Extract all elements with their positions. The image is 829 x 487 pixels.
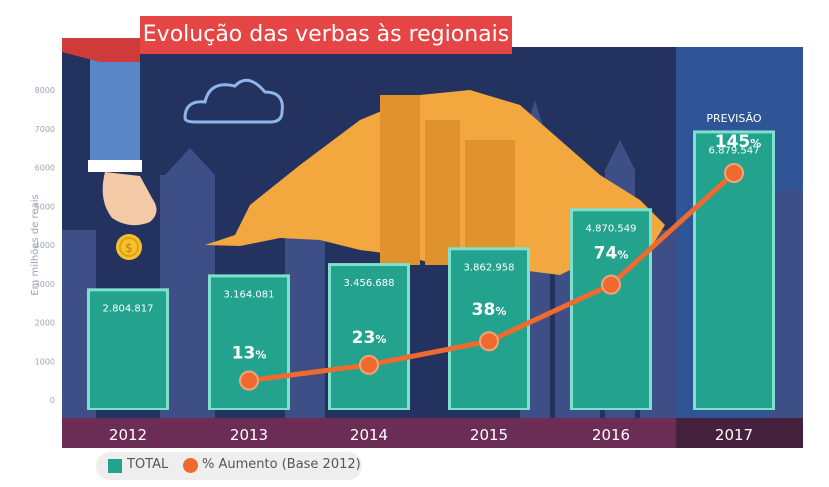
x-tick-label: 2016 <box>592 426 630 444</box>
legend-label-percent: % Aumento (Base 2012) <box>202 457 361 472</box>
percent-point <box>724 163 744 183</box>
percent-line: 13% 23% 38% 74% 145% <box>232 132 762 391</box>
svg-text:$: $ <box>125 241 133 255</box>
legend-swatch-percent <box>183 458 198 473</box>
hand-with-coin-icon: $ <box>88 47 157 260</box>
y-tick-label: 6000 <box>35 164 55 173</box>
bars: 2.804.817 3.164.081 3.456.688 3.862.958 4.87… <box>87 130 775 411</box>
y-tick-label: 1000 <box>35 357 55 366</box>
x-tick-label: 2014 <box>350 426 388 444</box>
y-tick-label: 7000 <box>35 125 55 134</box>
percent-point <box>601 274 621 295</box>
legend-label-total: TOTAL <box>127 457 169 472</box>
percent-point <box>479 331 499 352</box>
y-axis: 0 1000 2000 3000 4000 5000 6000 7000 8000 <box>35 86 55 405</box>
percent-label: 23% <box>352 328 387 348</box>
x-tick-label: 2013 <box>230 426 268 444</box>
background: $ <box>62 38 803 448</box>
y-tick-label: 2000 <box>35 319 55 328</box>
percent-label: 145% <box>715 132 762 152</box>
bar-value-label: 2.804.817 <box>103 303 154 314</box>
title-banner <box>140 16 512 54</box>
percent-point <box>239 370 259 391</box>
bar <box>90 291 166 408</box>
chart-title: Evolução das verbas às regionais <box>142 22 510 47</box>
y-tick-label: 3000 <box>35 280 55 289</box>
y-tick-label: 5000 <box>35 202 55 211</box>
y-tick-label: 4000 <box>35 241 55 250</box>
cloud-icon <box>183 78 284 124</box>
x-tick-label: 2012 <box>109 426 147 444</box>
percent-point <box>359 354 379 375</box>
x-axis-band <box>62 418 676 448</box>
forecast-label: PREVISÃO <box>706 112 762 125</box>
x-tick-label: 2017 <box>715 426 753 444</box>
bar <box>573 211 649 408</box>
bar-value-label: 3.456.688 <box>344 278 395 289</box>
bar-value-label: 6.879.547 <box>709 145 760 156</box>
y-tick-label: 8000 <box>35 86 55 95</box>
y-axis-label: Em milhões de reais <box>30 194 41 295</box>
y-tick-label: 0 <box>50 396 55 405</box>
percent-label: 74% <box>594 244 629 264</box>
legend-swatch-total <box>108 459 122 473</box>
bar-value-label: 3.862.958 <box>464 262 515 273</box>
legend <box>96 452 362 480</box>
x-axis-labels: 2012 2013 2014 2015 2016 2017 <box>109 426 753 444</box>
bar <box>331 266 407 408</box>
bar-value-label: 4.870.549 <box>586 223 637 234</box>
percent-label: 13% <box>232 344 267 364</box>
x-tick-label: 2015 <box>470 426 508 444</box>
x-axis-band-forecast <box>676 418 803 448</box>
percent-label: 38% <box>472 300 507 320</box>
bar-value-label: 3.164.081 <box>224 289 275 300</box>
